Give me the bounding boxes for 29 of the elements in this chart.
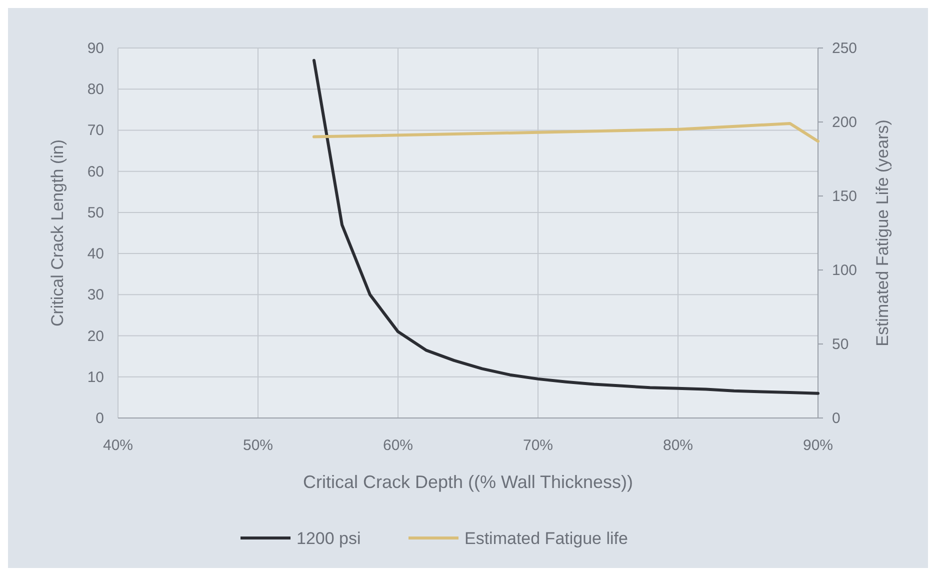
x-tick-label: 60% [382, 437, 414, 454]
y2-tick-label: 250 [832, 40, 858, 57]
y-tick-label: 0 [96, 410, 104, 427]
legend-label: Estimated Fatigue life [464, 529, 628, 548]
y2-tick-label: 50 [832, 336, 849, 353]
line-series [312, 122, 820, 143]
x-tick-label: 80% [662, 437, 694, 454]
y-tick-label: 70 [87, 122, 104, 140]
x-tick-label: 70% [522, 437, 554, 454]
x-axis-title: Critical Crack Depth ((% Wall Thickness)) [302, 472, 634, 492]
y-axis-title: Critical Crack Length (in) [48, 139, 67, 327]
y-tick-label: 50 [87, 204, 104, 222]
x-tick-label: 40% [102, 437, 134, 454]
x-tick-label: 50% [242, 437, 274, 454]
y2-tick-label: 200 [832, 114, 858, 131]
line-series [312, 58, 820, 395]
y2-axis-title: Estimated Fatigue Life (years) [873, 120, 892, 346]
y2-tick-label: 100 [832, 262, 858, 279]
y-tick-label: 60 [87, 163, 104, 180]
y-tick-label: 90 [87, 40, 104, 57]
legend-label: 1200 psi [296, 529, 361, 548]
y-tick-label: 80 [87, 81, 104, 98]
y-tick-label: 40 [87, 246, 104, 263]
y-tick-label: 30 [87, 286, 104, 304]
y-tick-label: 10 [87, 368, 104, 386]
x-tick-label: 90% [802, 437, 834, 454]
y2-tick-label: 150 [832, 188, 858, 205]
y-tick-label: 20 [87, 328, 104, 345]
y2-tick-label: 0 [832, 410, 840, 427]
